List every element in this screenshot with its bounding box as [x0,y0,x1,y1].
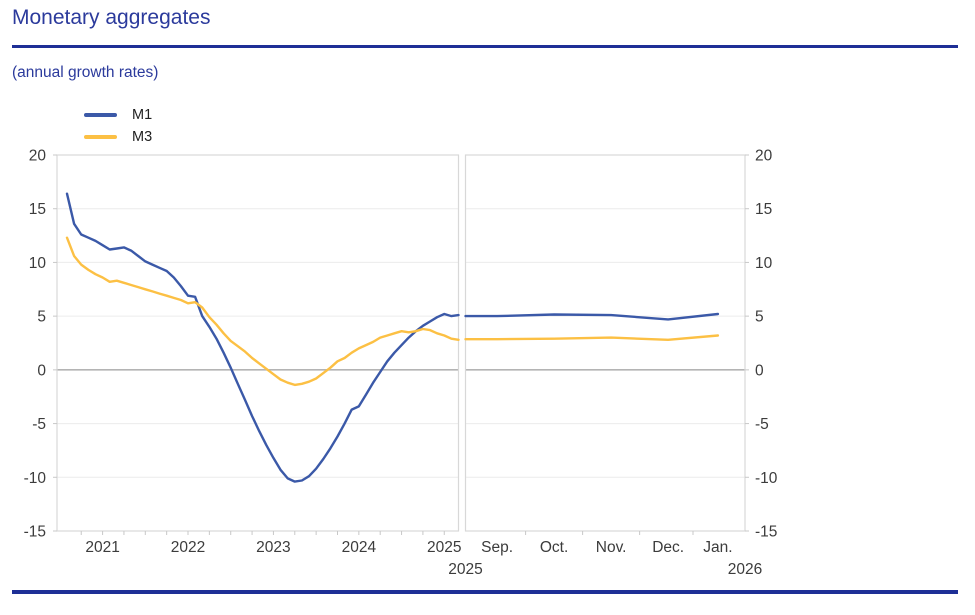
page-title: Monetary aggregates [12,6,211,29]
x-axis-month-label: Dec. [652,539,684,556]
y-axis-tick-label-left: -15 [24,524,46,541]
x-axis-subyear-label: 2026 [728,561,762,578]
legend-item-m3: M3 [84,126,152,148]
y-axis-tick-label-right: 0 [755,362,764,379]
title-rule [12,45,958,48]
x-axis-month-label: Nov. [596,539,627,556]
x-axis-year-label: 2025 [427,539,461,556]
page-subtitle: (annual growth rates) [12,64,159,81]
m1-line-left-panel [65,192,460,483]
y-axis-tick-label-right: -15 [755,524,777,541]
chart-legend: M1 M3 [84,104,152,148]
x-axis-month-label: Sep. [481,539,513,556]
y-axis-tick-label-left: 0 [37,362,46,379]
right-panel-frame [464,154,746,532]
m3-line-left-panel [65,236,460,387]
x-axis-year-label: 2022 [171,539,205,556]
legend-label: M3 [132,129,153,145]
x-axis-year-label: 2021 [85,539,119,556]
x-axis-month-label: Jan. [703,539,732,556]
y-axis-tick-label-left: 20 [29,148,47,165]
x-axis-subyear-label: 2025 [448,561,482,578]
y-axis-tick-label-left: 5 [37,309,46,326]
y-axis-tick-label-right: -5 [755,416,769,433]
y-axis-tick-label-right: -10 [755,470,778,487]
y-axis-tick-label-right: 15 [755,201,772,218]
y-axis-tick-label-left: 10 [29,255,47,272]
m1-line-right-panel [464,312,720,321]
y-axis-tick-label-right: 5 [755,309,764,326]
legend-label: M1 [132,107,153,123]
x-axis-month-label: Oct. [540,539,568,556]
x-axis-year-label: 2024 [342,539,377,556]
legend-swatch-m1 [84,113,117,117]
m3-line-right-panel [464,334,720,341]
y-axis-tick-label-left: 15 [29,201,46,218]
y-axis-tick-label-right: 10 [755,255,773,272]
y-axis-tick-label-right: 20 [755,148,773,165]
y-axis-tick-label-left: -5 [32,416,46,433]
legend-swatch-m3 [84,135,117,139]
legend-item-m1: M1 [84,104,152,126]
y-axis-tick-label-left: -10 [24,470,47,487]
left-panel-frame [56,154,460,532]
footer-rule [12,590,958,594]
x-axis-year-label: 2023 [256,539,290,556]
